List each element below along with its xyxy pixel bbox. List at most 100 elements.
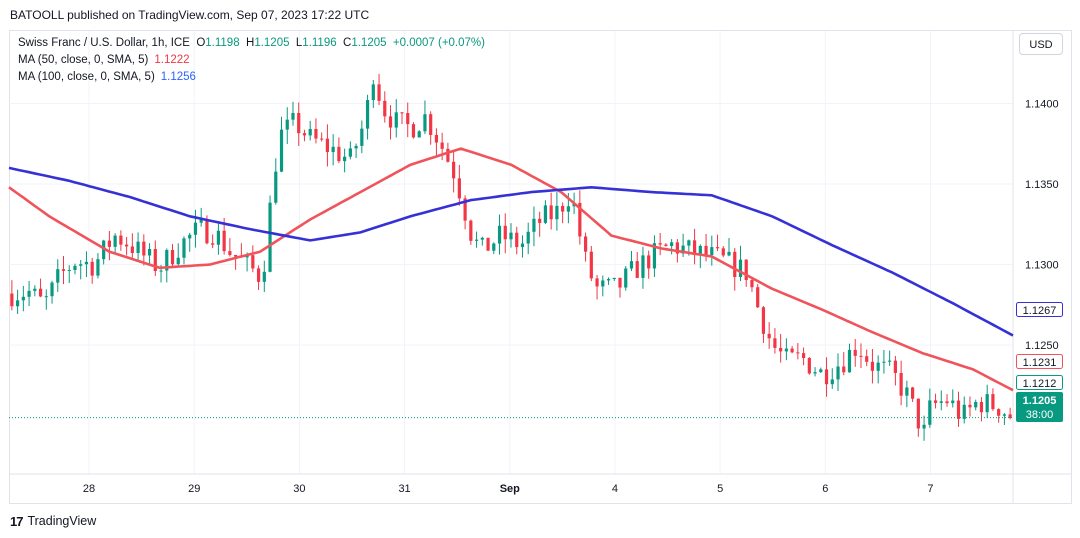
candle-body[interactable] — [549, 205, 553, 220]
candle-body[interactable] — [21, 296, 25, 301]
candle-body[interactable] — [102, 240, 106, 260]
candle-body[interactable] — [727, 251, 731, 256]
candle-body[interactable] — [629, 261, 634, 269]
candle-body[interactable] — [474, 239, 479, 241]
candle-body[interactable] — [38, 288, 43, 297]
candle-body[interactable] — [406, 113, 410, 125]
candle-body[interactable] — [56, 269, 60, 283]
candle-body[interactable] — [618, 277, 622, 288]
candle-body[interactable] — [595, 278, 599, 287]
candle-body[interactable] — [853, 349, 857, 356]
candle-body[interactable] — [801, 353, 806, 359]
candle-body[interactable] — [876, 362, 880, 371]
candle-body[interactable] — [503, 225, 507, 240]
candle-body[interactable] — [652, 243, 657, 269]
candle-body[interactable] — [578, 202, 582, 237]
candle-body[interactable] — [320, 138, 324, 140]
candle-body[interactable] — [733, 251, 737, 278]
candle-body[interactable] — [836, 366, 840, 380]
candle-body[interactable] — [606, 279, 611, 281]
candle-body[interactable] — [509, 232, 513, 240]
ma50-line[interactable] — [8, 147, 1014, 392]
candle-body[interactable] — [882, 361, 886, 363]
candle-body[interactable] — [658, 243, 662, 245]
candle-body[interactable] — [234, 254, 238, 257]
candle-body[interactable] — [130, 246, 134, 253]
candle-body[interactable] — [142, 241, 146, 256]
candle-body[interactable] — [96, 259, 100, 276]
candle-body[interactable] — [968, 404, 972, 408]
candle-body[interactable] — [865, 356, 869, 362]
candle-body[interactable] — [819, 369, 823, 373]
candle-body[interactable] — [279, 129, 284, 172]
candle-body[interactable] — [297, 112, 301, 134]
candle-body[interactable] — [779, 347, 783, 352]
candle-body[interactable] — [440, 142, 444, 149]
candle-body[interactable] — [182, 238, 186, 258]
candle-body[interactable] — [916, 398, 920, 429]
candle-body[interactable] — [515, 232, 519, 248]
candle-body[interactable] — [744, 259, 748, 281]
candle-body[interactable] — [670, 242, 674, 246]
candle-body[interactable] — [125, 244, 129, 247]
candle-body[interactable] — [463, 198, 467, 221]
candle-body[interactable] — [205, 218, 209, 244]
candle-body[interactable] — [44, 296, 48, 298]
candle-body[interactable] — [933, 400, 938, 403]
candle-body[interactable] — [842, 366, 846, 373]
candle-body[interactable] — [773, 338, 777, 348]
candle-body[interactable] — [698, 245, 702, 255]
candle-body[interactable] — [784, 348, 788, 352]
candle-body[interactable] — [555, 205, 559, 220]
candle-body[interactable] — [251, 255, 255, 269]
candle-body[interactable] — [847, 349, 852, 373]
candle-body[interactable] — [692, 240, 697, 255]
candle-body[interactable] — [354, 145, 358, 149]
candle-body[interactable] — [165, 250, 169, 271]
candle-body[interactable] — [497, 225, 502, 244]
candle-body[interactable] — [830, 379, 834, 385]
candle-body[interactable] — [228, 251, 232, 255]
candle-body[interactable] — [738, 259, 743, 278]
candle-body[interactable] — [601, 280, 605, 287]
candle-body[interactable] — [486, 237, 490, 251]
legend-ma100-row[interactable]: MA (100, close, 0, SMA, 5) 1.1256 — [18, 69, 485, 86]
candle-body[interactable] — [767, 333, 771, 339]
candle-body[interactable] — [61, 269, 66, 271]
candle-body[interactable] — [216, 230, 221, 245]
candle-body[interactable] — [480, 237, 484, 240]
candle-body[interactable] — [928, 400, 932, 425]
candle-body[interactable] — [824, 369, 829, 385]
candle-body[interactable] — [16, 300, 20, 307]
candle-body[interactable] — [170, 250, 175, 265]
candle-body[interactable] — [796, 352, 800, 354]
candle-body[interactable] — [532, 218, 536, 232]
candle-body[interactable] — [33, 288, 37, 291]
candle-body[interactable] — [807, 358, 811, 374]
candle-body[interactable] — [710, 247, 714, 256]
candle-body[interactable] — [945, 401, 949, 404]
candle-body[interactable] — [492, 243, 496, 251]
candle-body[interactable] — [612, 277, 616, 280]
candle-body[interactable] — [79, 264, 83, 266]
candle-body[interactable] — [377, 84, 381, 101]
candle-body[interactable] — [308, 128, 312, 136]
candle-body[interactable] — [222, 230, 226, 252]
candle-body[interactable] — [1008, 414, 1012, 418]
candle-body[interactable] — [107, 240, 111, 247]
candle-body[interactable] — [365, 100, 370, 129]
candle-body[interactable] — [985, 394, 989, 413]
candle-body[interactable] — [153, 248, 157, 271]
candle-body[interactable] — [371, 84, 375, 101]
candle-body[interactable] — [388, 116, 393, 128]
candle-body[interactable] — [664, 244, 668, 246]
candle-body[interactable] — [274, 171, 278, 203]
candle-body[interactable] — [538, 218, 542, 223]
legend-ma50-row[interactable]: MA (50, close, 0, SMA, 5) 1.1222 — [18, 52, 485, 69]
candle-body[interactable] — [813, 372, 817, 374]
candle-body[interactable] — [285, 119, 289, 130]
candle-body[interactable] — [543, 205, 548, 223]
candle-body[interactable] — [997, 409, 1001, 416]
candle-body[interactable] — [136, 241, 140, 253]
